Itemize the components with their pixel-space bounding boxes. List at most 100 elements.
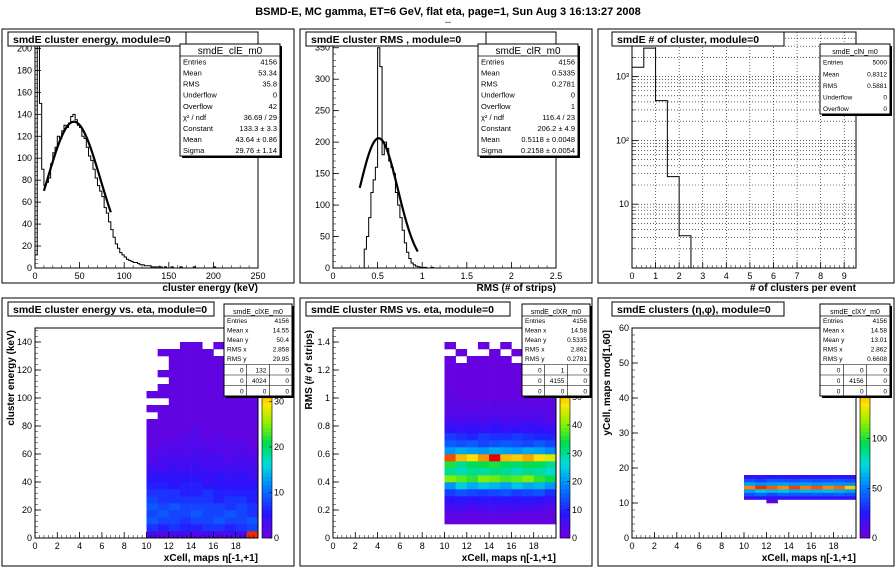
x-tick-label: 250 [250, 271, 265, 281]
stats-row-value: 0.6608 [867, 356, 887, 363]
colorbar-segment [262, 517, 272, 522]
colorbar-segment [560, 517, 570, 522]
heatmap-cell [466, 461, 479, 469]
heatmap-cell [179, 440, 192, 448]
colorbar-segment [860, 505, 870, 510]
heatmap-cell [168, 461, 181, 469]
heatmap-cell [246, 489, 259, 497]
heatmap-cell [533, 440, 546, 448]
heatmap-cell [202, 370, 214, 378]
heatmap-cell [179, 447, 192, 455]
heatmap-cell [766, 485, 778, 490]
heatmap-cell [477, 517, 490, 525]
x-tick-label: 0 [32, 271, 37, 281]
heatmap-cell [191, 489, 203, 497]
stats-row-value: 0.5881 [867, 83, 887, 90]
heatmap-cell [511, 482, 523, 490]
colorbar-segment [262, 533, 272, 539]
heatmap-cell [202, 440, 214, 448]
heatmap-cell [533, 454, 546, 462]
stats-row-value: 35.8 [262, 80, 277, 89]
heatmap-cell [544, 482, 557, 490]
heatmap-cell [522, 419, 534, 427]
y-tick-label: 20 [22, 505, 32, 515]
heatmap-cell [191, 517, 203, 525]
heatmap-cell [466, 447, 479, 455]
colorbar-segment [860, 497, 870, 502]
heatmap-cell [213, 363, 225, 371]
heatmap-cell [444, 391, 456, 399]
heatmap-cell [224, 524, 236, 532]
stats-row-label: RMS [823, 83, 838, 90]
pads-container: 0 50 100 150 200 2500204060801001201401601802… [1, 28, 895, 567]
heatmap-cell [544, 461, 557, 469]
stats-row-label: χ² / ndf [183, 113, 207, 122]
heatmap-cell [146, 496, 158, 504]
colorbar-tick-label: 30 [274, 397, 284, 407]
heatmap-cell [157, 510, 170, 518]
heatmap-cell [213, 342, 225, 350]
x-tick-label: 8 [818, 271, 823, 281]
stats-row-value: 116.4 / 23 [542, 113, 575, 122]
heatmap-cell [213, 433, 225, 441]
heatmap-cell [146, 391, 158, 399]
heatmap-cell [179, 468, 192, 476]
x-tick-label: 100 [117, 271, 132, 281]
heatmap-cell [477, 405, 490, 413]
heatmap-cell [202, 482, 214, 490]
x-tick-label: 8 [122, 541, 127, 551]
heatmap-cell [179, 482, 192, 490]
heatmap-cell [224, 454, 236, 462]
heatmap-cell [788, 496, 801, 500]
heatmap-cell [213, 384, 225, 392]
heatmap-cell [224, 447, 236, 455]
colorbar-segment [262, 509, 272, 514]
stats-row-label: Mean x [227, 328, 249, 335]
x-tick-label: 12 [164, 541, 174, 551]
x-tick-label: 10 [439, 541, 449, 551]
heatmap-cell [766, 489, 778, 493]
heatmap-cell [833, 492, 846, 497]
heatmap-cell [744, 482, 756, 486]
heatmap-cell [444, 405, 456, 413]
heatmap-cell [511, 440, 523, 448]
canvas-subtitle: -- [445, 17, 451, 27]
x-tick-label: 200 [206, 271, 221, 281]
colorbar-segment [262, 431, 272, 436]
heatmap-cell [246, 503, 259, 511]
colorbar-segment [262, 476, 272, 481]
heatmap-cell [235, 531, 248, 539]
heatmap-cell [477, 433, 490, 441]
x-tick-label: 2 [353, 541, 358, 551]
stats-row-value: 4156 [260, 57, 277, 66]
heatmap-cell [213, 496, 225, 504]
y-tick-label: 20 [619, 463, 629, 473]
y-tick-label: 350 [315, 43, 330, 53]
stats-row-value: 4156 [275, 318, 290, 325]
heatmap-cell [500, 370, 512, 378]
heatmap-cell [146, 482, 158, 490]
heatmap-cell [191, 454, 203, 462]
heatmap-cell [191, 412, 203, 420]
heatmap-cell [766, 492, 778, 497]
heatmap-cell [168, 405, 181, 413]
heatmap-cell [755, 478, 767, 483]
heatmap-cell [500, 440, 512, 448]
colorbar-segment [262, 415, 272, 420]
heatmap-cell [191, 363, 203, 371]
x-tick-label: 0 [629, 271, 634, 281]
heatmap-cell [533, 482, 546, 490]
stats-grid-cell: 0 [240, 378, 244, 385]
heatmap-cell [246, 510, 259, 518]
stats-grid-cell: 1 [561, 368, 565, 375]
heatmap-cell [168, 475, 181, 483]
heatmap-cell [522, 482, 534, 490]
heatmap-cell [477, 356, 490, 364]
heatmap-cell [544, 447, 557, 455]
stats-row-label: Mean [823, 71, 840, 78]
stats-box [179, 43, 281, 157]
heatmap-cell [533, 510, 546, 518]
heatmap-cell [202, 349, 214, 357]
colorbar-segment [860, 460, 870, 465]
stats-name: smdE_clE_m0 [198, 46, 263, 57]
